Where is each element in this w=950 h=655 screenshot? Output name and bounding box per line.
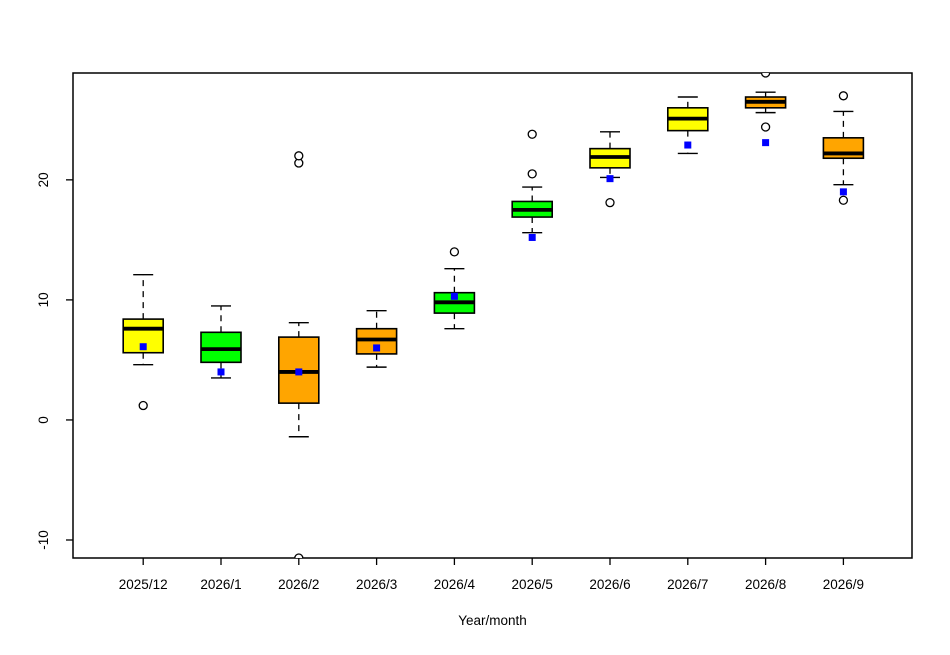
- boxes-layer: [122, 73, 865, 558]
- box-group-2026-8: [744, 73, 787, 147]
- x-tick-label: 2026/7: [667, 577, 708, 592]
- mean-marker: [450, 292, 458, 300]
- x-tick-label: 2026/3: [356, 577, 397, 592]
- x-tick-label: 2026/4: [434, 577, 476, 592]
- outlier-point: [138, 400, 148, 411]
- box-group-2026-5: [511, 129, 554, 241]
- box-group-2025-12: [122, 273, 164, 411]
- plot-frame: [72, 72, 913, 559]
- x-tick-label: 2026/8: [745, 577, 786, 592]
- x-axis-title: Year/month: [458, 613, 527, 628]
- outlier-point: [449, 247, 460, 257]
- mean-marker: [139, 343, 147, 351]
- x-tick-label: 2026/5: [512, 577, 553, 592]
- y-tick-label: 20: [36, 172, 51, 187]
- x-tick-label: 2026/1: [200, 577, 241, 592]
- mean-marker: [295, 368, 303, 376]
- outlier-point: [605, 198, 615, 208]
- box-group-2026-6: [589, 131, 631, 208]
- mean-marker: [839, 188, 847, 196]
- y-tick-label: 0: [36, 416, 51, 424]
- x-tick-label: 2026/6: [589, 577, 630, 592]
- outlier-point: [760, 73, 771, 78]
- x-tick-label: 2026/2: [278, 577, 319, 592]
- outlier-point: [838, 91, 849, 101]
- mean-marker: [606, 175, 614, 183]
- box-group-2026-4: [433, 247, 476, 330]
- mean-marker: [684, 141, 692, 149]
- mean-marker: [373, 344, 381, 352]
- y-tick-label: -10: [36, 530, 51, 550]
- box-group-2026-3: [355, 309, 398, 368]
- box-group-2026-2: [277, 151, 320, 558]
- outlier-point: [760, 122, 771, 132]
- y-tick-label: 10: [36, 292, 51, 307]
- x-tick-label: 2025/12: [119, 577, 168, 592]
- outlier-point: [294, 553, 304, 558]
- outlier-point: [527, 129, 537, 139]
- mean-marker: [762, 139, 770, 147]
- mean-marker: [217, 368, 225, 376]
- box-group-2026-9: [822, 91, 865, 205]
- outlier-point: [838, 195, 849, 205]
- box-group-2026-1: [200, 305, 242, 379]
- mean-marker: [528, 233, 536, 241]
- outlier-point: [527, 169, 537, 179]
- box-group-2026-7: [666, 96, 709, 155]
- x-tick-label: 2026/9: [823, 577, 864, 592]
- outlier-point: [294, 151, 304, 161]
